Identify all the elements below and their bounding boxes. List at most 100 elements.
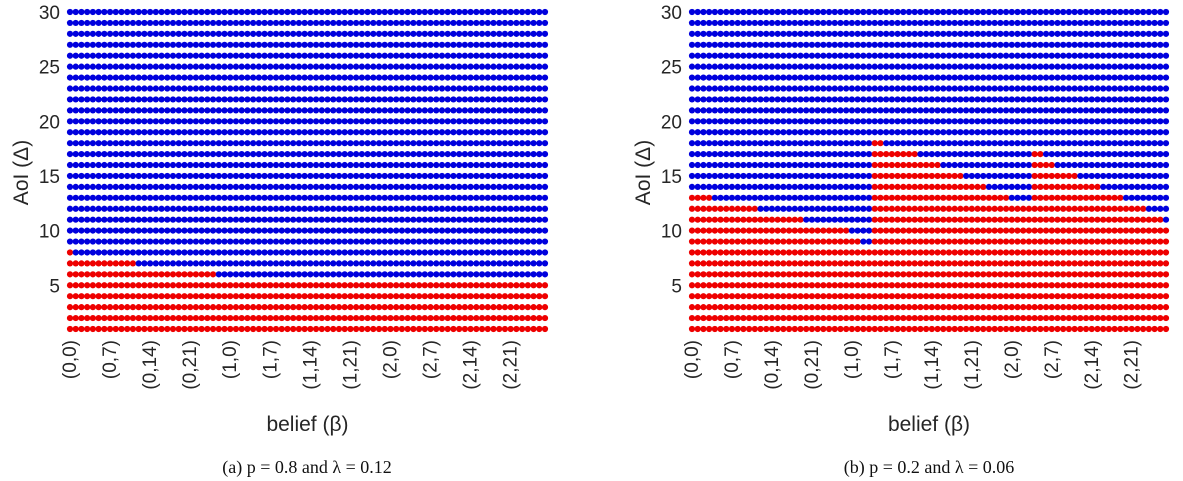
data-point (410, 172, 417, 180)
data-point (837, 118, 844, 125)
data-point (797, 227, 804, 234)
data-point (461, 85, 468, 92)
data-point (541, 74, 549, 81)
y-tick-label: 20 (39, 112, 60, 133)
data-point (456, 325, 463, 333)
data-point (814, 194, 821, 201)
data-point (404, 293, 411, 300)
data-point (335, 205, 343, 212)
data-point (740, 314, 747, 322)
data-point (141, 183, 148, 190)
data-point (358, 74, 365, 81)
data-point (89, 172, 96, 180)
data-point (381, 118, 388, 125)
data-point (473, 52, 480, 59)
data-point (112, 293, 119, 300)
data-point (175, 314, 182, 322)
data-point (227, 107, 234, 114)
data-point (158, 249, 165, 256)
data-point (484, 282, 491, 289)
data-point (89, 74, 96, 81)
data-point (393, 107, 400, 114)
data-point (980, 52, 987, 59)
data-point (330, 151, 337, 158)
data-point (1003, 293, 1010, 300)
data-point (883, 63, 890, 70)
data-point (740, 63, 747, 70)
data-point (1037, 271, 1044, 278)
data-point (438, 8, 446, 16)
data-point (848, 260, 856, 267)
data-point (341, 19, 348, 27)
data-point (410, 30, 417, 37)
data-point (871, 161, 878, 169)
data-point (1077, 325, 1084, 333)
data-point (141, 85, 148, 92)
data-point (141, 118, 148, 125)
data-point (204, 216, 211, 223)
data-point (490, 293, 497, 300)
data-point (467, 216, 474, 223)
data-point (814, 205, 821, 212)
data-point (1140, 107, 1147, 114)
data-point (78, 271, 85, 278)
data-point (438, 304, 446, 311)
data-point (923, 85, 930, 92)
data-point (215, 161, 222, 169)
data-point (825, 19, 833, 27)
data-point (106, 260, 114, 267)
data-point (106, 41, 114, 48)
data-point (740, 183, 747, 190)
data-point (272, 19, 280, 27)
data-point (524, 8, 531, 16)
data-point (1042, 52, 1050, 59)
data-point (940, 85, 947, 92)
data-point (728, 85, 736, 92)
data-point (871, 85, 878, 92)
data-point (307, 216, 314, 223)
data-point (72, 41, 79, 48)
data-point (192, 194, 199, 201)
data-point (1042, 30, 1050, 37)
data-point (541, 129, 549, 136)
data-point (968, 325, 975, 333)
data-point (928, 172, 935, 180)
data-point (1003, 227, 1010, 234)
data-point (843, 304, 850, 311)
data-point (728, 271, 736, 278)
data-point (1077, 96, 1084, 103)
data-point (496, 63, 503, 70)
data-point (843, 63, 850, 70)
data-point (421, 140, 428, 147)
data-point (1134, 172, 1141, 180)
data-point (290, 151, 297, 158)
data-point (147, 260, 154, 267)
data-point (232, 129, 240, 136)
data-point (820, 140, 827, 147)
data-point (433, 129, 440, 136)
data-point (837, 19, 844, 27)
data-point (900, 271, 907, 278)
data-point (1100, 194, 1107, 201)
data-point (215, 19, 222, 27)
data-point (478, 52, 486, 59)
data-point (888, 227, 895, 234)
data-point (175, 129, 182, 136)
data-point (324, 151, 331, 158)
data-point (1105, 260, 1112, 267)
data-point (444, 96, 451, 103)
data-point (181, 129, 188, 136)
data-point (717, 304, 724, 311)
data-point (393, 282, 400, 289)
data-point (843, 161, 850, 169)
data-point (490, 260, 497, 267)
data-point (158, 161, 165, 169)
data-point (1105, 238, 1112, 245)
data-point (1014, 205, 1021, 212)
data-point (295, 216, 303, 223)
data-point (204, 161, 211, 169)
data-point (95, 249, 102, 256)
data-point (335, 118, 343, 125)
data-point (507, 30, 514, 37)
data-point (774, 282, 781, 289)
